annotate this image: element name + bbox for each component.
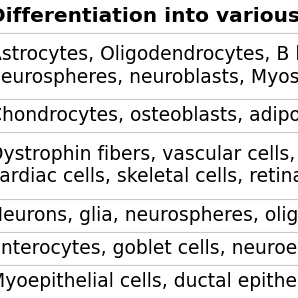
Text: Differentiation into various cell types: Differentiation into various cell types <box>0 7 298 26</box>
Text: Enterocytes, goblet cells, neuroendocrine cells: Enterocytes, goblet cells, neuroendocrin… <box>0 239 298 258</box>
Text: Dystrophin fibers, vascular cells, hematopoietic cells,
cardiac cells, skeletal : Dystrophin fibers, vascular cells, hemat… <box>0 145 298 187</box>
Bar <box>0 99 298 132</box>
Text: Chondrocytes, osteoblasts, adipocytes: Chondrocytes, osteoblasts, adipocytes <box>0 106 298 125</box>
Bar <box>0 232 298 265</box>
Bar <box>0 132 298 199</box>
Bar <box>0 33 298 99</box>
Bar <box>0 199 298 232</box>
Text: Astrocytes, Oligodendrocytes, B lymphocytes,
neurospheres, neuroblasts, Myosin: Astrocytes, Oligodendrocytes, B lymphocy… <box>0 45 298 87</box>
Bar <box>0 265 298 298</box>
Bar <box>0 0 298 33</box>
Text: Neurons, glia, neurospheres, oligodendrocytes: Neurons, glia, neurospheres, oligodendro… <box>0 206 298 225</box>
Text: Myoepithelial cells, ductal epithelial cells: Myoepithelial cells, ductal epithelial c… <box>0 272 298 291</box>
